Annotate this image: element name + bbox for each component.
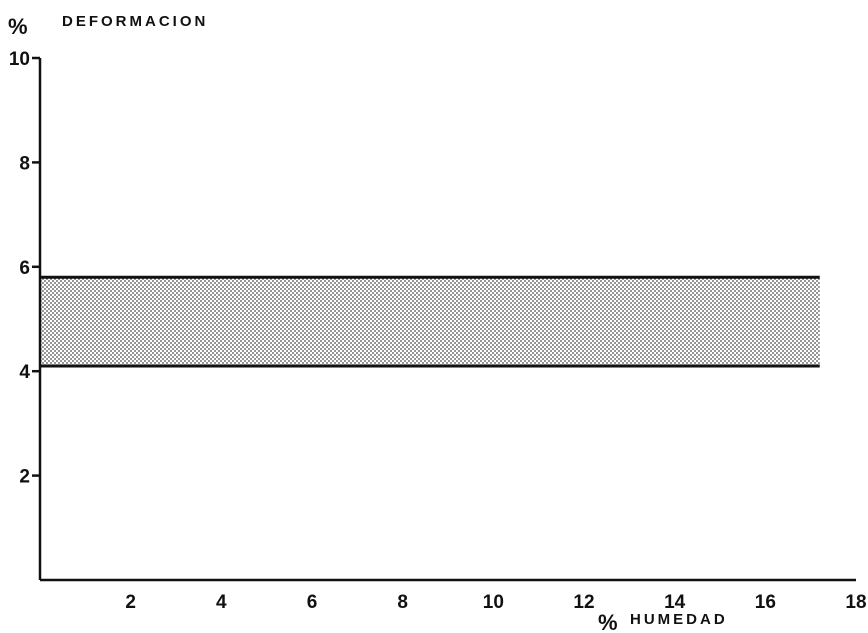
x-axis-title-prefix: % xyxy=(598,610,618,633)
y-tick-label: 8 xyxy=(19,153,30,174)
y-tick-label: 10 xyxy=(9,49,30,70)
x-tick-label: 8 xyxy=(397,592,408,613)
x-tick-label: 4 xyxy=(216,592,227,613)
x-tick-label: 12 xyxy=(573,592,594,613)
x-tick-label: 16 xyxy=(755,592,776,613)
y-tick-label: 6 xyxy=(19,258,30,279)
x-tick-label: 6 xyxy=(307,592,318,613)
y-axis-title: DEFORMACION xyxy=(62,13,208,30)
x-tick-label: 14 xyxy=(664,592,686,613)
x-tick-label: 2 xyxy=(125,592,136,613)
y-tick-label: 4 xyxy=(19,362,30,383)
x-axis-ticks: 2 4 6 8 10 12 14 16 18 xyxy=(125,592,866,613)
x-axis-title: HUMEDAD xyxy=(630,611,728,628)
x-tick-label: 10 xyxy=(483,592,504,613)
band-area xyxy=(40,277,820,366)
y-tick-label: 2 xyxy=(19,467,30,488)
x-tick-label: 18 xyxy=(845,592,866,613)
y-axis-ticks: 2 4 6 8 10 xyxy=(9,49,40,488)
y-axis-title-prefix: % xyxy=(8,14,28,39)
